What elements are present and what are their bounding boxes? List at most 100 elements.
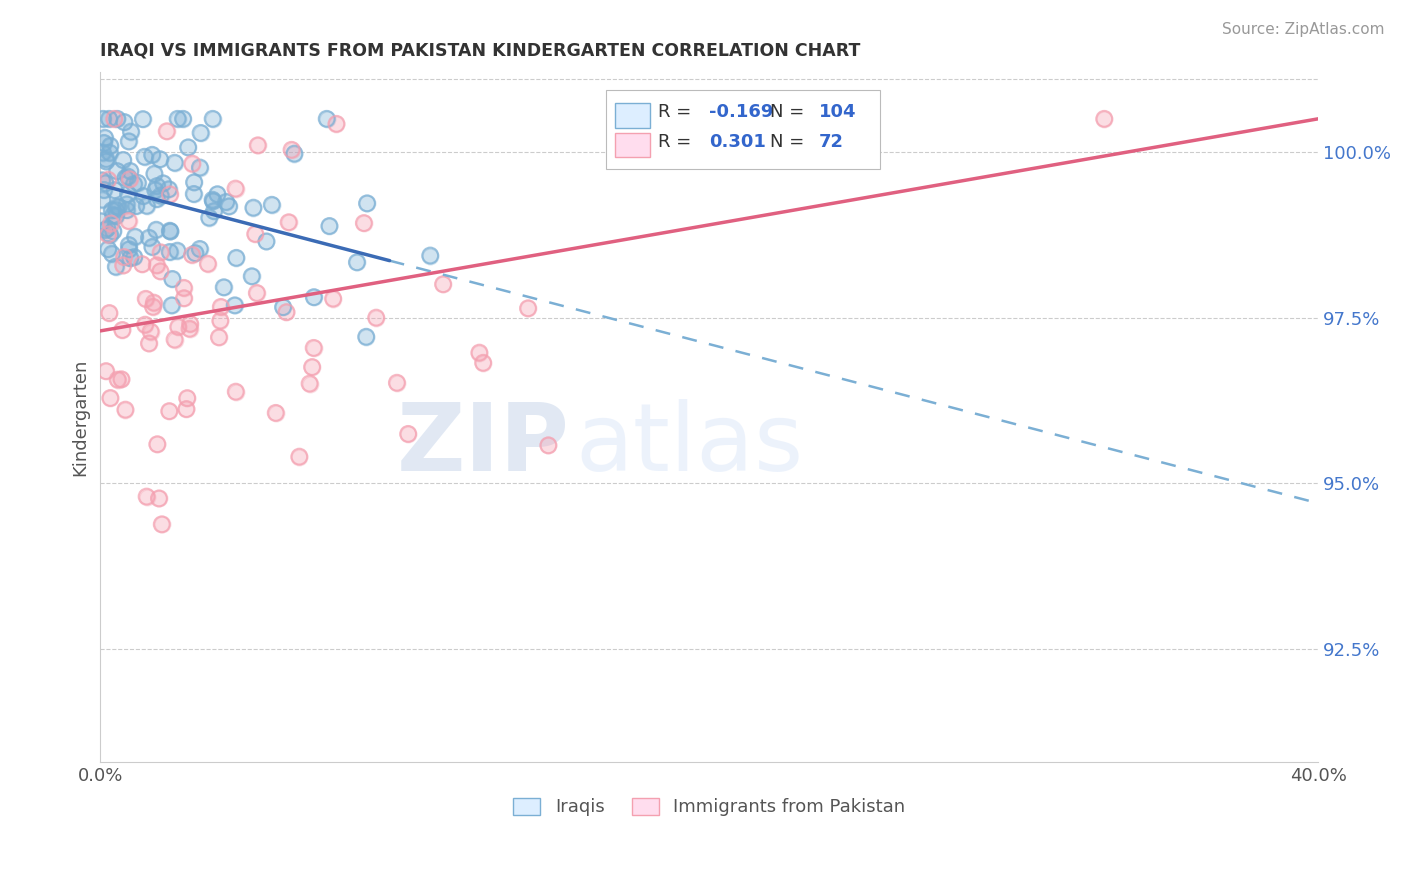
Point	[208, 330, 231, 344]
Point	[163, 333, 186, 347]
Point	[277, 215, 299, 229]
Point	[98, 145, 121, 160]
Point	[209, 300, 232, 314]
Text: -0.169: -0.169	[709, 103, 773, 121]
Point	[103, 208, 125, 222]
Point	[125, 199, 148, 213]
Point	[396, 426, 419, 441]
Point	[354, 330, 377, 344]
Point	[159, 224, 181, 238]
Point	[97, 242, 120, 256]
Point	[181, 156, 204, 170]
Point	[97, 242, 120, 256]
Point	[176, 402, 198, 417]
Point	[280, 143, 302, 157]
Point	[112, 259, 135, 273]
Point	[96, 152, 118, 166]
Point	[149, 152, 172, 166]
Point	[150, 517, 173, 532]
Point	[100, 217, 122, 231]
Text: IRAQI VS IMMIGRANTS FROM PAKISTAN KINDERGARTEN CORRELATION CHART: IRAQI VS IMMIGRANTS FROM PAKISTAN KINDER…	[100, 42, 860, 60]
Point	[134, 150, 156, 164]
Point	[91, 193, 114, 207]
Point	[118, 172, 141, 186]
Point	[201, 112, 224, 126]
Point	[138, 231, 160, 245]
FancyBboxPatch shape	[616, 133, 650, 157]
FancyBboxPatch shape	[616, 103, 650, 128]
Point	[111, 323, 134, 337]
Point	[114, 170, 136, 185]
Point	[302, 341, 325, 355]
Point	[110, 372, 132, 386]
Point	[142, 295, 165, 310]
Point	[150, 517, 173, 532]
Point	[112, 153, 135, 167]
Point	[103, 224, 125, 238]
Point	[468, 345, 491, 359]
Point	[114, 170, 136, 185]
Point	[104, 202, 127, 217]
Point	[181, 156, 204, 170]
Point	[115, 203, 138, 218]
Point	[145, 258, 167, 272]
Point	[96, 154, 118, 169]
Point	[225, 181, 247, 195]
Point	[91, 145, 114, 160]
Point	[277, 215, 299, 229]
Point	[105, 164, 128, 178]
Point	[100, 391, 122, 405]
Point	[283, 146, 305, 161]
Text: 72: 72	[818, 133, 844, 151]
Point	[157, 404, 180, 418]
Point	[134, 150, 156, 164]
Point	[135, 490, 157, 504]
Text: 104: 104	[818, 103, 856, 121]
Point	[93, 136, 115, 150]
Point	[315, 112, 337, 126]
Point	[202, 204, 225, 219]
Point	[264, 406, 287, 420]
Point	[120, 164, 142, 178]
Point	[245, 227, 267, 241]
Point	[149, 264, 172, 278]
Point	[91, 145, 114, 160]
Point	[94, 176, 117, 190]
Point	[142, 300, 165, 314]
Point	[301, 359, 323, 374]
Point	[156, 124, 179, 138]
Text: R =: R =	[658, 133, 697, 151]
Point	[98, 306, 121, 320]
Point	[145, 223, 167, 237]
Point	[472, 356, 495, 370]
Point	[181, 248, 204, 262]
Point	[120, 251, 142, 265]
Point	[215, 194, 238, 209]
Point	[115, 203, 138, 218]
Point	[163, 333, 186, 347]
Point	[117, 214, 139, 228]
Point	[94, 130, 117, 145]
Point	[176, 391, 198, 405]
Point	[260, 198, 283, 212]
Point	[207, 187, 229, 202]
Point	[176, 402, 198, 417]
Point	[117, 187, 139, 202]
Point	[188, 242, 211, 256]
FancyBboxPatch shape	[606, 90, 880, 169]
Point	[264, 406, 287, 420]
Point	[315, 112, 337, 126]
Point	[288, 450, 311, 464]
Point	[301, 359, 323, 374]
Point	[93, 136, 115, 150]
Point	[353, 216, 375, 230]
Point	[159, 244, 181, 259]
Point	[283, 146, 305, 161]
Point	[117, 169, 139, 184]
Point	[143, 167, 166, 181]
Point	[98, 138, 121, 153]
Point	[159, 224, 181, 238]
Point	[120, 251, 142, 265]
Point	[107, 373, 129, 387]
Point	[115, 197, 138, 211]
